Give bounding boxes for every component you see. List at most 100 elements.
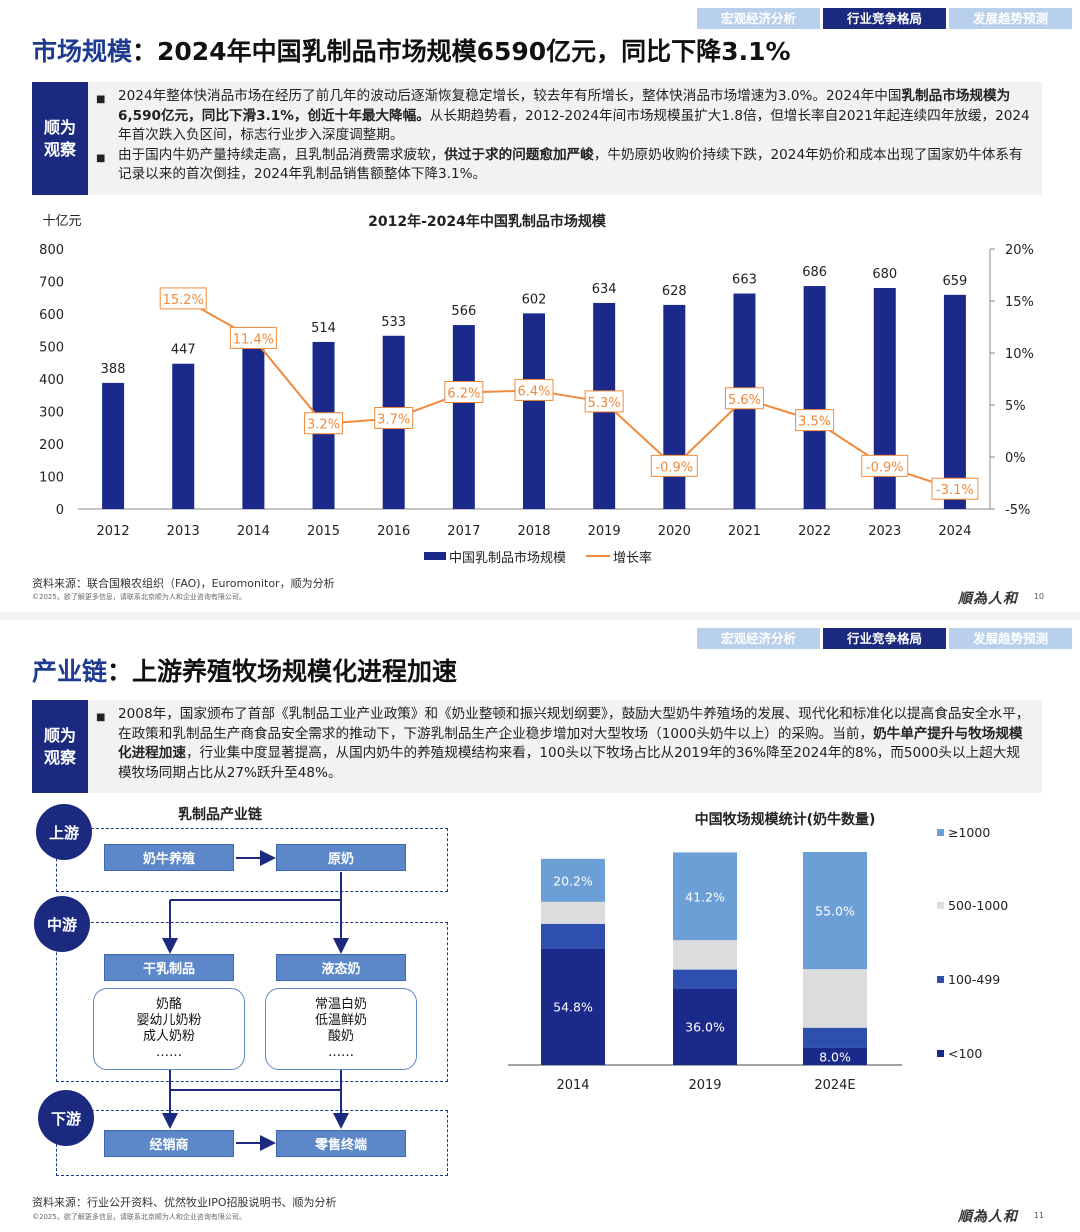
y-left-tick: 800 (39, 243, 64, 258)
tab-competition[interactable]: 行业竞争格局 (823, 8, 946, 29)
bullet-2-text-a: 由于国内牛奶产量持续走高，且乳制品消费需求疲软， (118, 146, 445, 163)
section-tabs: 宏观经济分析 行业竞争格局 发展趋势预测 (697, 8, 1072, 29)
segment-2024E-500-1000 (803, 969, 867, 1028)
segment-2019-100-499 (673, 969, 737, 989)
bar-label-2020: 628 (662, 284, 687, 299)
growth-label-2019: 5.3% (584, 390, 624, 413)
bullet-2-bold: 供过于求的问题愈加严峻 (444, 146, 594, 163)
stage-midstream: 中游 (34, 896, 90, 952)
midstream-frame (56, 922, 448, 1082)
segment-2024E-100-499 (803, 1027, 867, 1048)
segment-2014-<100 (541, 948, 605, 1065)
bar-2012 (102, 382, 125, 509)
y-right-tick: 15% (1005, 295, 1034, 310)
bullet-2: ■ 由于国内牛奶产量持续走高，且乳制品消费需求疲软，供过于求的问题愈加严峻，牛奶原… (96, 146, 1032, 185)
copyright: ©2025。欲了解更多信息，请联系北京顺为人和企业咨询有限公司。 (32, 593, 246, 601)
segment-label: 36.0% (685, 1020, 725, 1035)
slide-market-size: 宏观经济分析 行业竞争格局 发展趋势预测 市场规模：2024年中国乳制品市场规模… (32, 8, 1072, 607)
tab-macro[interactable]: 宏观经济分析 (697, 8, 820, 29)
svg-text:5.3%: 5.3% (588, 396, 621, 411)
segment-label: 41.2% (685, 889, 725, 904)
y-right-tick: 5% (1005, 399, 1026, 414)
upstream-frame (56, 828, 448, 892)
x-tick-2016: 2016 (377, 524, 410, 539)
node-dairy-farming: 奶牛养殖 (104, 844, 234, 871)
bar-label-2016: 533 (381, 315, 406, 330)
segment-label: 20.2% (553, 873, 593, 888)
growth-label-2023: -0.9% (861, 454, 909, 477)
x-tick-2013: 2013 (167, 524, 200, 539)
tab-trends[interactable]: 发展趋势预测 (949, 628, 1072, 649)
bullet-1-text-c: ，行业集中度显著提高，从国内奶牛的养殖规模结构来看，100头以下牧场占比从201… (118, 745, 1020, 781)
y-left-tick: 600 (39, 308, 64, 323)
observation-box: 顺为 观察 ■ 2024年整体快消品市场在经历了前几年的波动后逐渐恢复稳定增长，较… (32, 82, 1042, 195)
legend-swatch (937, 829, 944, 836)
observation-text: ■ 2024年整体快消品市场在经历了前几年的波动后逐渐恢复稳定增长，较去年有所增长… (88, 82, 1042, 195)
growth-label-2024: -3.1% (931, 477, 979, 500)
x-tick-2018: 2018 (517, 524, 550, 539)
segment-2019-<100 (673, 988, 737, 1065)
market-size-chart: 2012年-2024年中国乳制品市场规模 十亿元 0 100 200 300 400 50… (39, 213, 1034, 566)
segment-2024E-≥1000 (803, 852, 867, 970)
segment-2019-≥1000 (673, 852, 737, 941)
segment-2014-500-1000 (541, 901, 605, 924)
y-left-tick: 700 (39, 276, 64, 291)
svg-text:6.4%: 6.4% (517, 384, 550, 399)
growth-label-2016: 3.7% (374, 407, 414, 430)
x-tick-2024: 2024 (938, 524, 971, 539)
legend-label: <100 (948, 1046, 982, 1061)
product-fresh-milk: 低温鲜奶 (314, 1013, 367, 1028)
growth-line (182, 298, 956, 491)
bar-2023 (873, 288, 896, 509)
growth-label-2022: 3.5% (795, 409, 835, 432)
node-liquid-milk: 液态奶 (276, 954, 406, 981)
badge-line-1: 顺为 (43, 117, 76, 137)
bar-label-2018: 602 (522, 292, 547, 307)
tab-macro[interactable]: 宏观经济分析 (697, 628, 820, 649)
svg-text:-3.1%: -3.1% (936, 483, 974, 498)
farm-scale-chart: 中国牧场规模统计(奶牛数量) 54.8% 20.2% 2014 36.0% 41.2% 2… (508, 811, 1008, 1093)
title-text: ：2024年中国乳制品市场规模6590亿元，同比下降3.1% (132, 37, 791, 66)
tab-trends[interactable]: 发展趋势预测 (949, 8, 1072, 29)
segment-label: 55.0% (815, 904, 855, 919)
product-cheese: 奶酪 (155, 997, 182, 1012)
product-infant-formula: 婴幼儿奶粉 (136, 1013, 202, 1028)
observation-text: ■ 2008年，国家颁布了首部《乳制品工业产业政策》和《奶业整顿和振兴规划纲要》，… (88, 700, 1042, 793)
chart-title: 中国牧场规模统计(奶牛数量) (695, 811, 876, 828)
bar-2013 (172, 363, 195, 509)
bullet-1-text-a: 2008年，国家颁布了首部《乳制品工业产业政策》和《奶业整顿和振兴规划纲要》，鼓… (118, 706, 1030, 742)
slide-gap (0, 612, 1080, 622)
x-tick-2014: 2014 (237, 524, 270, 539)
svg-text:15.2%: 15.2% (163, 293, 204, 308)
title-text: ：上游养殖牧场规模化进程加速 (107, 657, 458, 686)
y-right-tick: -5% (1005, 503, 1030, 518)
observation-badge: 顺为 观察 (32, 700, 88, 793)
bar-label-2013: 447 (171, 343, 196, 358)
svg-text:-0.9%: -0.9% (866, 460, 904, 475)
chart-title: 2012年-2024年中国乳制品市场规模 (368, 213, 607, 230)
segment-2024E-<100 (803, 1047, 867, 1065)
bar-label-2015: 514 (311, 321, 336, 336)
chart-ylabel: 十亿元 (42, 214, 81, 229)
product-more: …… (156, 1045, 182, 1060)
page-title: 产业链：上游养殖牧场规模化进程加速 (32, 652, 457, 688)
badge-line-2: 观察 (43, 747, 76, 767)
legend-label-line: 增长率 (613, 550, 652, 566)
bar-label-2021: 663 (732, 273, 757, 288)
y-left-tick: 0 (56, 503, 64, 518)
product-yogurt: 酸奶 (327, 1029, 354, 1044)
segment-2014-≥1000 (541, 858, 605, 902)
bullet-square-icon: ■ (96, 152, 106, 164)
bar-label-2012: 388 (101, 362, 126, 377)
tab-competition[interactable]: 行业竞争格局 (823, 628, 946, 649)
x-tick-2015: 2015 (307, 524, 340, 539)
x-tick-2017: 2017 (447, 524, 480, 539)
growth-label-2018: 6.4% (514, 378, 554, 401)
stage-downstream: 下游 (38, 1090, 94, 1146)
segment-label: 54.8% (553, 1000, 593, 1015)
node-distributor: 经销商 (104, 1130, 234, 1157)
slide-industry-chain: 宏观经济分析 行业竞争格局 发展趋势预测 产业链：上游养殖牧场规模化进程加速 顺… (0, 620, 1080, 1232)
source-note: 资料来源：联合国粮农组织（FAO)，Euromonitor，顺为分析 (32, 577, 335, 590)
legend-swatch-bar (424, 552, 446, 560)
segment-2019-500-1000 (673, 940, 737, 970)
